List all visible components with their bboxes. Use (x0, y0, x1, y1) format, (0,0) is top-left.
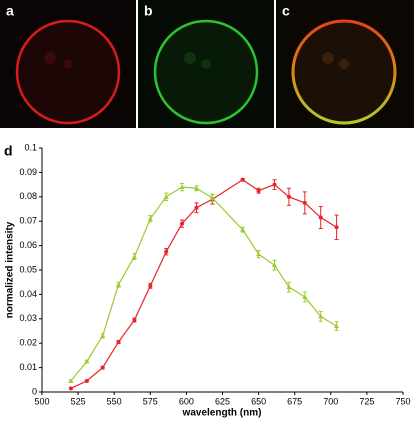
marker (100, 365, 105, 370)
plot: 0 0.01 0.02 0.03 0.04 0.05 0.06 0.07 0.08 0.09 0.1… (19, 142, 410, 406)
y-tick-label: 0.02 (19, 338, 37, 348)
x-tick-label: 650 (251, 396, 266, 406)
y-tick-label: 0 (32, 386, 37, 396)
y-tick-label: 0.01 (19, 362, 37, 372)
marker (164, 249, 169, 254)
marker (163, 194, 169, 199)
panel-label: b (144, 3, 153, 19)
marker (132, 318, 137, 323)
marker (318, 313, 324, 319)
marker (286, 194, 291, 199)
marker (100, 333, 106, 338)
x-tick-label: 500 (34, 396, 49, 406)
marker (271, 262, 277, 268)
marker (334, 225, 339, 230)
marker (68, 378, 74, 384)
marker (68, 386, 73, 391)
panel-label: c (282, 3, 290, 19)
image-a: a (0, 0, 136, 128)
marker (302, 200, 307, 205)
x-tick-label: 575 (143, 396, 158, 406)
marker (334, 323, 340, 329)
x-tick-label: 625 (215, 396, 230, 406)
x-tick-label: 675 (287, 396, 302, 406)
x-tick-label: 700 (323, 396, 338, 406)
marker (116, 282, 122, 287)
marker (194, 205, 199, 210)
y-tick-label: 0.04 (19, 289, 37, 299)
marker (256, 251, 262, 257)
marker (302, 294, 308, 299)
x-tick-label: 550 (107, 396, 122, 406)
marker (240, 177, 245, 182)
y-tick-label: 0.1 (24, 142, 37, 152)
x-axis-title: wavelength (nm) (182, 408, 262, 419)
marker (179, 184, 185, 190)
marker (131, 254, 137, 259)
panel-label: d (4, 143, 13, 159)
marker (318, 215, 323, 220)
y-tick-label: 0.03 (19, 313, 37, 323)
image-b: b (138, 0, 274, 128)
x-tick-label: 525 (71, 396, 86, 406)
marker (116, 339, 121, 344)
y-tick-label: 0.09 (19, 167, 37, 177)
x-tick-label: 725 (359, 396, 374, 406)
x-tick-label: 600 (179, 396, 194, 406)
series-line (70, 178, 337, 389)
panel-label: a (6, 3, 14, 19)
marker (256, 188, 261, 193)
marker (194, 185, 200, 191)
y-tick-label: 0.07 (19, 216, 37, 226)
marker (180, 221, 185, 226)
y-tick-label: 0.05 (19, 264, 37, 274)
marker (147, 216, 153, 221)
marker (84, 379, 89, 384)
marker (148, 283, 153, 288)
y-tick-label: 0.08 (19, 191, 37, 201)
x-tick-label: 750 (395, 396, 410, 406)
image-c: c (276, 0, 414, 128)
y-axis-title: normalized intensity (5, 221, 16, 318)
marker (272, 182, 277, 187)
marker (209, 195, 215, 201)
marker (286, 284, 292, 290)
marker (240, 227, 246, 232)
marker (84, 359, 90, 364)
y-tick-label: 0.06 (19, 240, 37, 250)
series-line (70, 186, 337, 382)
